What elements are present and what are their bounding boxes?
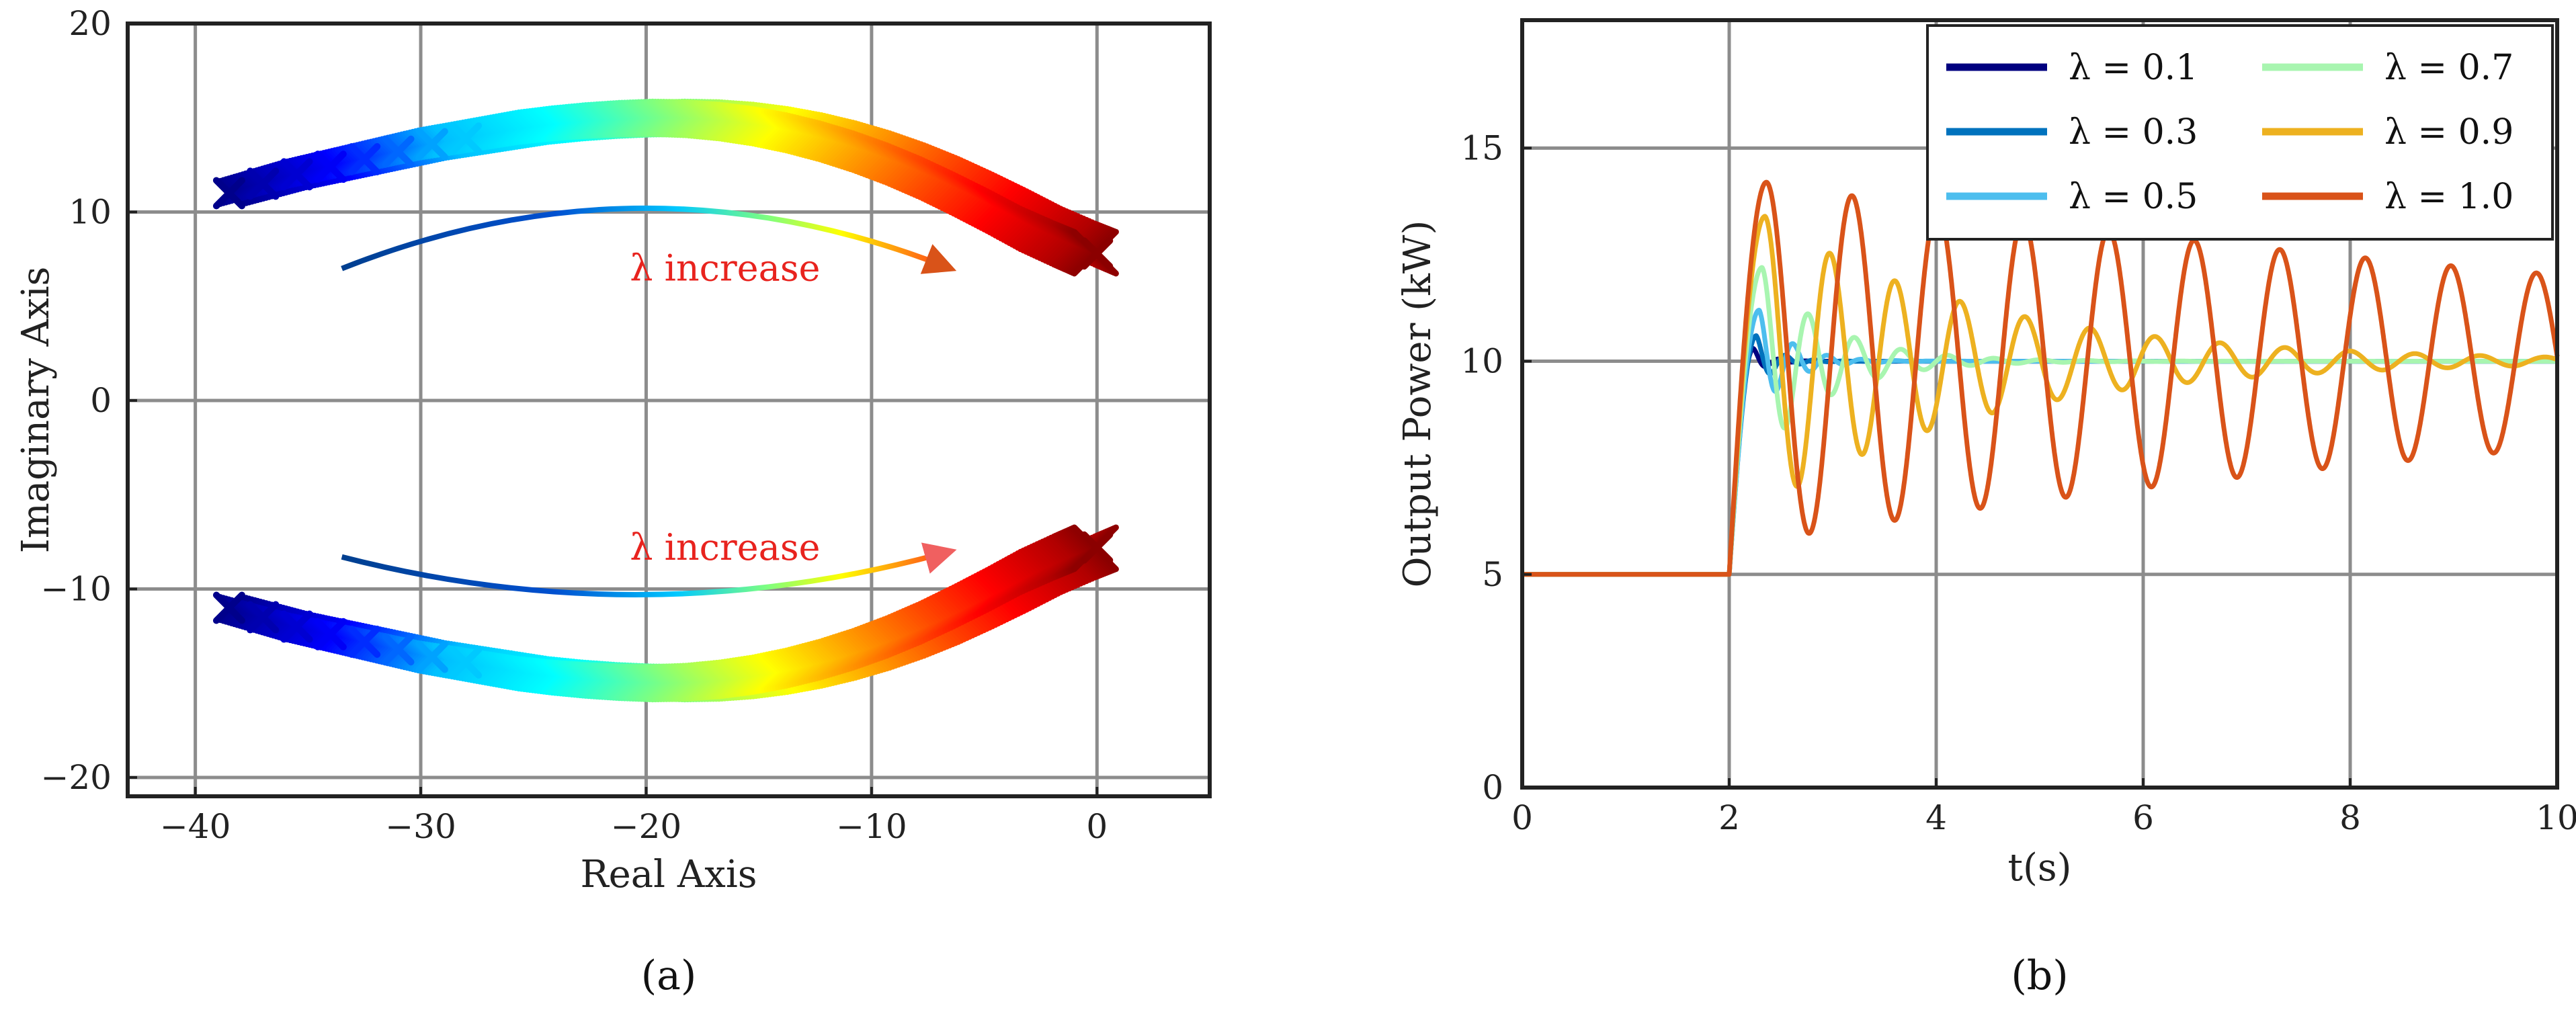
- series-line: [1522, 265, 2559, 577]
- legend-label: λ = 0.3: [2069, 112, 2198, 153]
- lambda-increase-arrow: [341, 205, 957, 274]
- chart-a-y-axis-label: Imaginary Axis: [14, 267, 58, 554]
- legend-item: λ = 0.5: [1946, 177, 2198, 217]
- locus-pole-marker: [1081, 531, 1114, 564]
- locus-pole-marker: [212, 591, 245, 624]
- locus-pole-marker: [314, 151, 347, 183]
- legend-item: λ = 1.0: [2262, 177, 2513, 217]
- chart-b-y-tick-label: 5: [1482, 555, 1503, 594]
- lambda-increase-label: λ increase: [630, 247, 820, 290]
- locus-pole-marker: [247, 167, 280, 200]
- locus-pole-marker: [212, 177, 245, 210]
- chart-a-y-tick-label: −10: [40, 569, 112, 608]
- series-line: [1522, 214, 2559, 577]
- root-locus-chart: λ increase λ increase −40 −30 −20 −10 0 −20 −10…: [14, 4, 1212, 999]
- locus-pole-marker: [415, 128, 448, 161]
- lambda-increase-label: λ increase: [630, 526, 820, 568]
- chart-a-annotations: λ increase λ increase: [341, 205, 957, 597]
- locus-pole-marker: [280, 158, 313, 191]
- series-line: [1522, 179, 2560, 577]
- chart-a-x-tick-label: −10: [836, 807, 907, 846]
- chart-b-x-tick-label: 2: [1718, 798, 1740, 837]
- locus-pole-marker: [382, 135, 415, 168]
- chart-b-y-tick-label: 0: [1482, 768, 1503, 807]
- chart-a-ticks: −40 −30 −20 −10 0 −20 −10 0 10 20: [40, 4, 1108, 846]
- chart-a-x-tick-label: −20: [611, 807, 682, 846]
- legend-item: λ = 0.1: [1946, 48, 2198, 88]
- chart-a-x-tick-label: 0: [1086, 807, 1108, 846]
- chart-b-x-tick-label: 6: [2132, 798, 2154, 837]
- chart-b-ticks: 0 2 4 6 8 10 0 5 10 15: [1460, 128, 2576, 837]
- chart-b-series-lines: [1522, 179, 2560, 577]
- legend-item: λ = 0.9: [2262, 112, 2513, 153]
- chart-a-panel-label: (a): [641, 952, 697, 999]
- locus-pole-marker: [450, 122, 483, 155]
- chart-b-y-tick-label: 15: [1460, 128, 1503, 167]
- chart-a-y-tick-label: 20: [69, 4, 112, 43]
- chart-a-x-axis-label: Real Axis: [580, 853, 757, 896]
- locus-pole-marker: [450, 646, 483, 679]
- chart-a-y-tick-label: 0: [90, 381, 112, 420]
- lambda-increase-arrow: [341, 542, 957, 597]
- locus-pole-marker: [415, 640, 448, 673]
- locus-pole-marker: [348, 142, 381, 175]
- legend-label: λ = 0.9: [2384, 112, 2513, 153]
- locus-pole-marker: [1081, 237, 1114, 270]
- chart-a-x-tick-label: −40: [160, 807, 231, 846]
- legend-label: λ = 0.5: [2069, 177, 2198, 217]
- chart-b-y-axis-label: Output Power (kW): [1396, 220, 1440, 588]
- chart-b-x-tick-label: 4: [1925, 798, 1947, 837]
- chart-b-frame: [1520, 18, 2559, 790]
- legend-label: λ = 0.7: [2384, 48, 2513, 88]
- chart-a-y-tick-label: −20: [40, 758, 112, 797]
- locus-pole-marker: [280, 610, 313, 643]
- chart-a-y-tick-label: 10: [69, 192, 112, 231]
- locus-pole-marker: [314, 618, 347, 650]
- chart-b-x-tick-label: 10: [2536, 798, 2576, 837]
- chart-a-frame: [126, 22, 1212, 798]
- locus-pole-marker: [348, 626, 381, 658]
- locus-pole-marker: [382, 633, 415, 666]
- legend-label: λ = 1.0: [2384, 177, 2513, 217]
- chart-b-panel-label: (b): [2011, 952, 2068, 999]
- legend-item: λ = 0.7: [2262, 48, 2513, 88]
- chart-b-y-tick-label: 10: [1460, 342, 1503, 381]
- legend-label: λ = 0.1: [2069, 48, 2198, 88]
- chart-a-markers: [212, 122, 1114, 679]
- chart-a-x-tick-label: −30: [385, 807, 456, 846]
- chart-b-legend: λ = 0.1 λ = 0.3 λ = 0.5 λ = 0.7 λ = 0.9 λ = 1…: [1926, 24, 2554, 241]
- chart-b-x-axis-label: t(s): [2008, 846, 2072, 890]
- legend-item: λ = 0.3: [1946, 112, 2198, 153]
- series-line: [1522, 346, 2559, 577]
- chart-b-x-tick-label: 0: [1511, 798, 1533, 837]
- chart-b-x-tick-label: 8: [2339, 798, 2361, 837]
- locus-pole-marker: [247, 601, 280, 634]
